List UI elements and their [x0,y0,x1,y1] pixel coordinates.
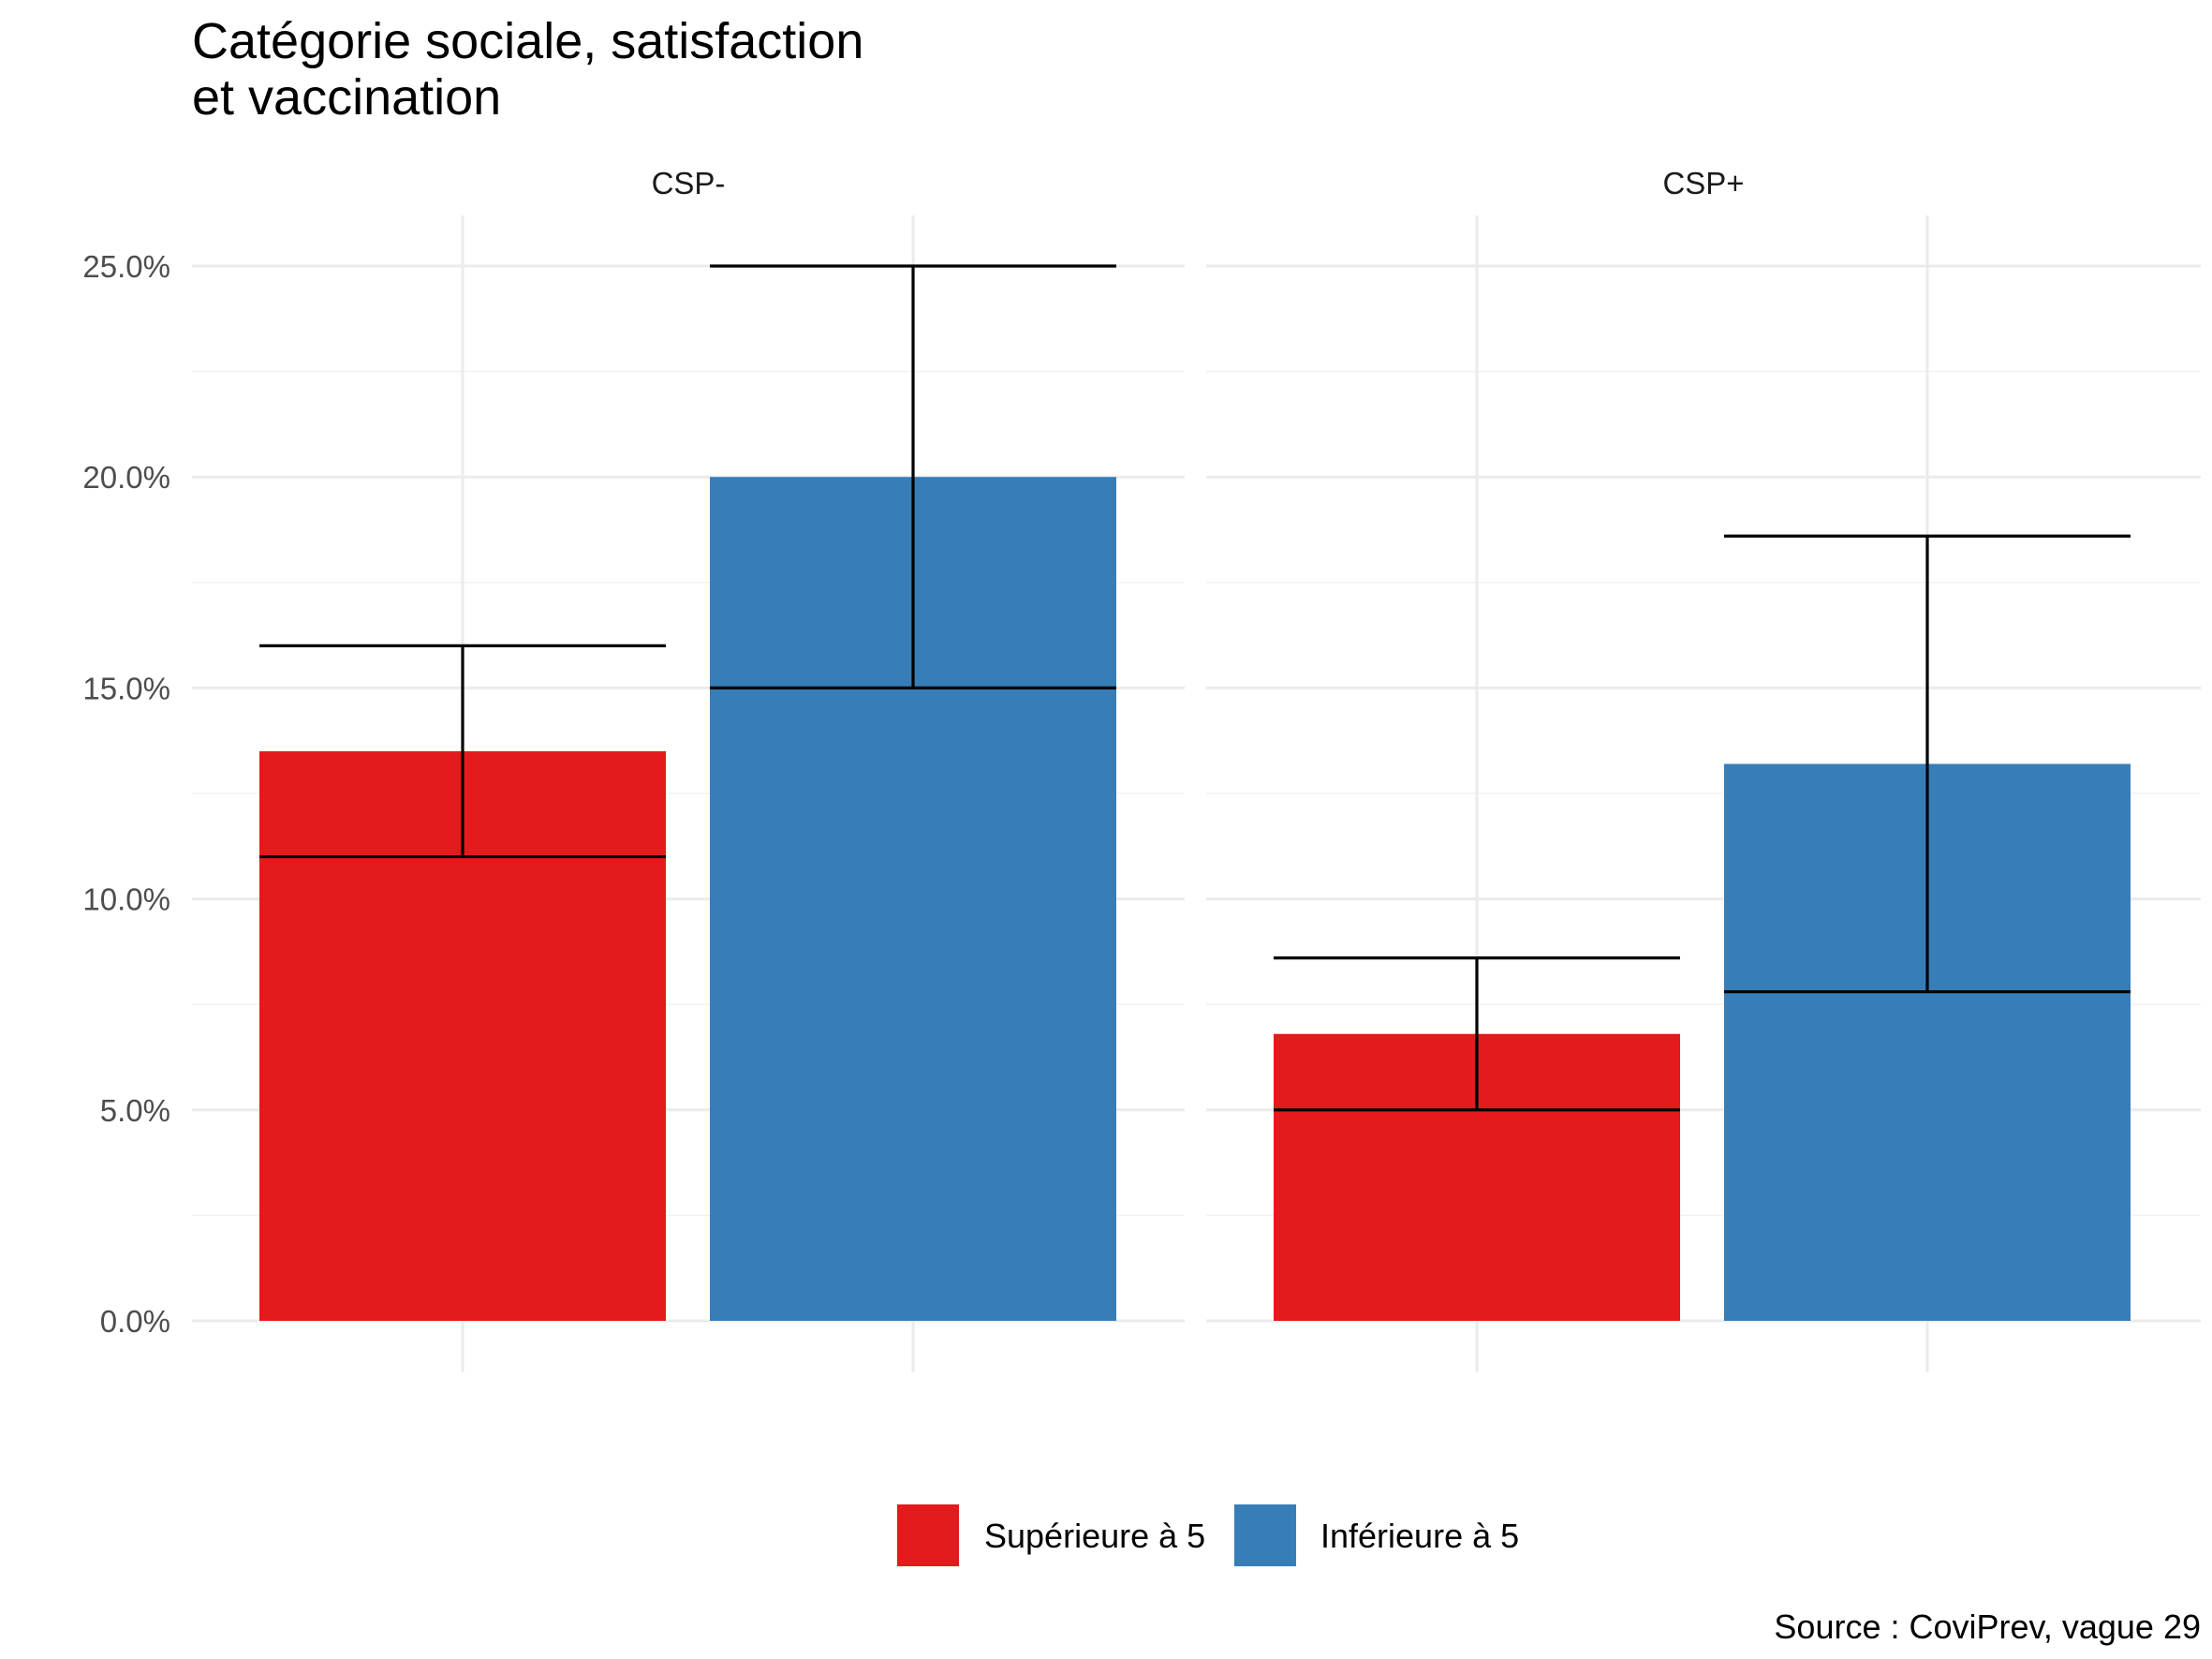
facet-label: CSP- [652,166,726,200]
legend-swatch [897,1504,959,1566]
y-axis: 0.0% 5.0% 10.0% 15.0% 20.0% 25.0% [82,249,170,1339]
caption-text: Source : CoviPrev, vague 29 [1774,1607,2201,1646]
y-tick-label: 10.0% [82,882,170,917]
y-tick-label: 25.0% [82,249,170,284]
bars [259,477,2131,1321]
legend: Supérieure à 5 Inférieure à 5 [897,1504,1519,1566]
y-tick-label: 15.0% [82,671,170,705]
y-tick-label: 0.0% [100,1304,170,1339]
caption: Source : CoviPrev, vague 29 [1774,1607,2201,1646]
legend-label: Supérieure à 5 [984,1517,1205,1555]
legend-label: Inférieure à 5 [1320,1517,1519,1555]
facet-labels: CSP- CSP+ [652,166,1745,200]
facet-label: CSP+ [1662,166,1744,200]
y-tick-label: 5.0% [100,1093,170,1128]
y-tick-label: 20.0% [82,460,170,495]
error-bars [259,264,2131,1112]
chart-title-line: et vaccination [192,69,501,126]
chart-title-line: Catégorie sociale, satisfaction [192,13,863,69]
legend-swatch [1234,1504,1296,1566]
